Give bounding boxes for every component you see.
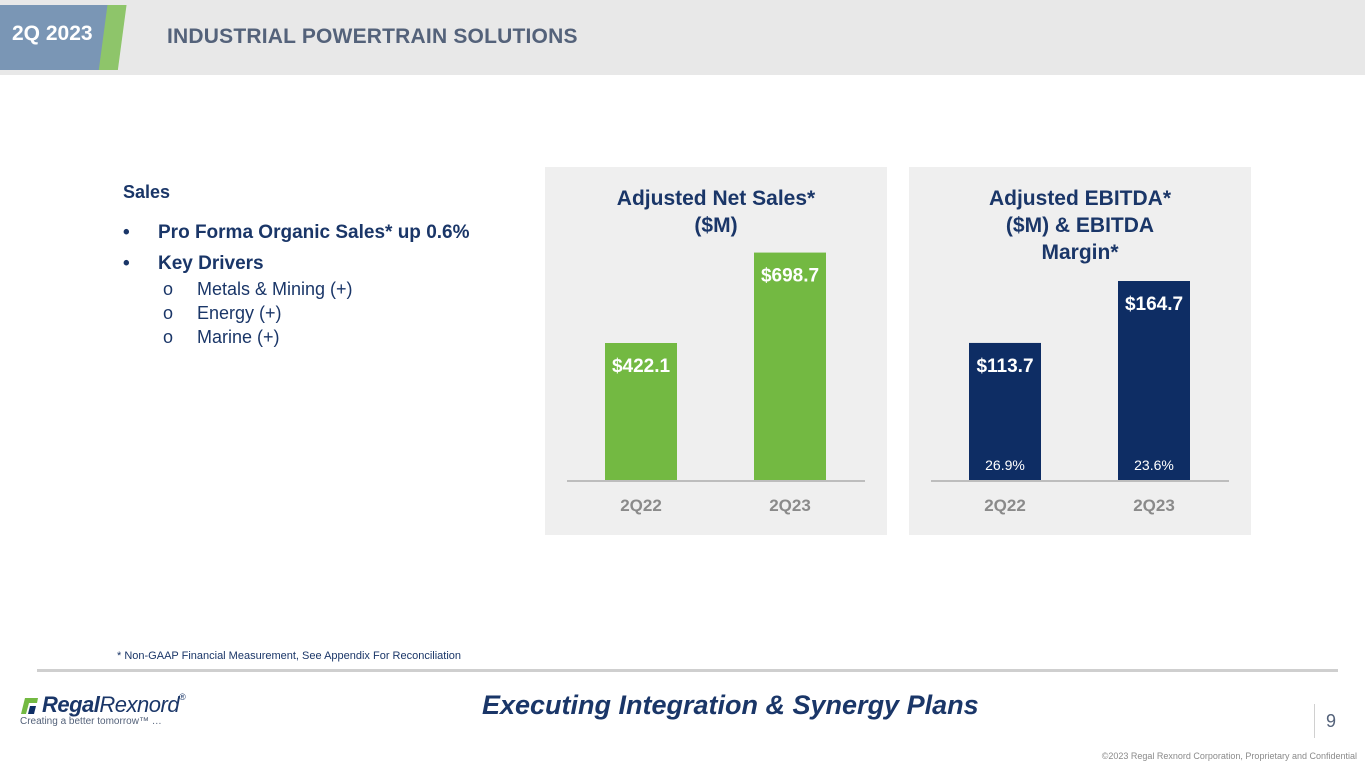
bar-margin-label: 26.9%	[985, 457, 1025, 473]
bullet-marker: •	[123, 222, 130, 243]
chart-title-line: Adjusted EBITDA*	[989, 187, 1172, 210]
company-logo: RegalRexnord® Creating a better tomorrow…	[18, 692, 188, 734]
bar-value-label: $113.7	[976, 356, 1033, 377]
chart-title-line: Adjusted Net Sales*	[617, 187, 816, 210]
logo-wordmark: RegalRexnord®	[42, 692, 186, 718]
bar-2q22	[605, 343, 677, 481]
quarter-tab-blue	[0, 5, 108, 70]
bullet-marker: •	[123, 253, 130, 274]
header-bar: 2Q 2023 INDUSTRIAL POWERTRAIN SOLUTIONS	[0, 0, 1365, 75]
bar-value-label: $422.1	[612, 356, 671, 377]
ebitda-chart: Adjusted EBITDA* ($M) & EBITDA Margin* $113…	[931, 187, 1229, 515]
chart-title-line: Margin*	[1041, 241, 1119, 264]
ebitda-chart-panel: Adjusted EBITDA* ($M) & EBITDA Margin* $113…	[909, 167, 1251, 535]
net-sales-chart: Adjusted Net Sales* ($M) $422.1 2Q22 $698.7 2…	[567, 187, 865, 515]
sales-heading: Sales	[123, 182, 171, 202]
logo-tagline: Creating a better tomorrow™ …	[20, 716, 162, 727]
net-sales-chart-panel: Adjusted Net Sales* ($M) $422.1 2Q22 $698.7 2…	[545, 167, 887, 535]
bullet-text: Key Drivers	[158, 253, 264, 274]
driver-marker: o	[163, 279, 174, 299]
bar-margin-label: 23.6%	[1134, 457, 1174, 473]
bar-2q22	[969, 342, 1041, 481]
logo-registered-mark: ®	[179, 692, 186, 702]
chart-title-line: ($M)	[694, 214, 737, 237]
logo-word-bold: Regal	[42, 692, 100, 717]
driver-text: Metals & Mining (+)	[197, 279, 353, 299]
logo-mark-icon	[21, 698, 38, 714]
bar-value-label: $164.7	[1125, 294, 1183, 315]
bullet-organic-sales: • Pro Forma Organic Sales* up 0.6%	[123, 221, 523, 245]
chart-title-line: ($M) & EBITDA	[1006, 214, 1154, 237]
category-tick-label: 2Q23	[1133, 496, 1175, 515]
bullet-key-drivers: • Key Drivers	[123, 252, 523, 276]
bar-2q23	[1118, 281, 1190, 481]
category-tick-label: 2Q22	[620, 496, 662, 515]
category-tick-label: 2Q23	[769, 496, 811, 515]
copyright-notice: ©2023 Regal Rexnord Corporation, Proprie…	[1101, 751, 1357, 761]
section-title: INDUSTRIAL POWERTRAIN SOLUTIONS	[167, 25, 578, 48]
footnote: * Non-GAAP Financial Measurement, See Ap…	[117, 650, 462, 662]
page-number: 9	[1326, 711, 1337, 731]
driver-item: o Marine (+)	[123, 325, 523, 349]
bullet-text: Pro Forma Organic Sales* up 0.6%	[158, 222, 470, 243]
sales-block: Sales • Pro Forma Organic Sales* up 0.6%…	[123, 182, 523, 349]
category-tick-label: 2Q22	[984, 496, 1026, 515]
driver-item: o Metals & Mining (+)	[123, 277, 523, 301]
driver-text: Energy (+)	[197, 303, 282, 323]
driver-marker: o	[163, 303, 174, 323]
bar-2q23	[754, 252, 826, 481]
bar-value-label: $698.7	[761, 266, 819, 287]
driver-list: o Metals & Mining (+) o Energy (+) o Mar…	[123, 277, 523, 349]
driver-marker: o	[163, 327, 174, 347]
quarter-label: 2Q 2023	[12, 22, 93, 45]
slide-slogan: Executing Integration & Synergy Plans	[482, 690, 979, 720]
logo-word-light: Rexnord	[99, 692, 180, 717]
footer-divider	[37, 669, 1338, 672]
quarter-tab	[0, 5, 127, 70]
driver-item: o Energy (+)	[123, 301, 523, 325]
page-number-separator	[1314, 704, 1315, 738]
driver-text: Marine (+)	[197, 327, 280, 347]
